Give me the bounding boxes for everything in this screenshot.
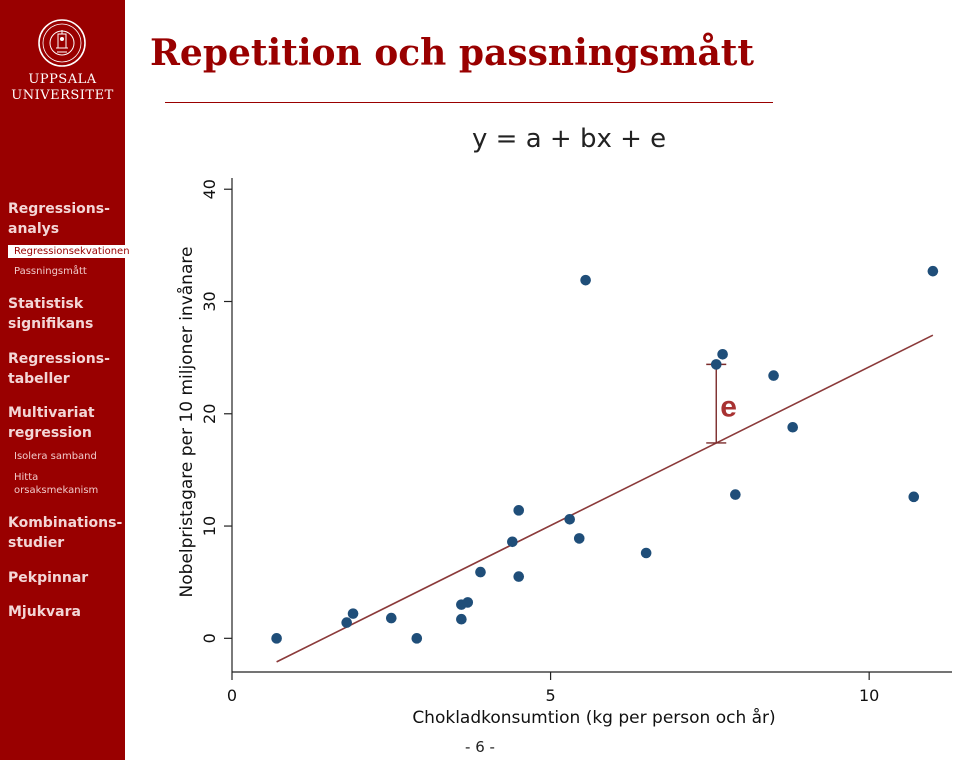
data-point bbox=[573, 533, 585, 544]
data-point bbox=[730, 489, 741, 500]
nav-regressionsekvationen[interactable]: Regressionsekvationen bbox=[8, 245, 130, 258]
data-point bbox=[271, 633, 282, 644]
nav-pekpinnar[interactable]: Pekpinnar bbox=[8, 568, 123, 588]
nav-mjukvara[interactable]: Mjukvara bbox=[8, 602, 123, 622]
nav-isolera-samband[interactable]: Isolera samband bbox=[14, 450, 124, 463]
nav-label: Multivariat regression bbox=[8, 405, 95, 441]
data-points bbox=[271, 265, 939, 644]
data-point bbox=[341, 617, 352, 628]
nav-regressionstabeller[interactable]: Regressions- tabeller bbox=[8, 349, 123, 389]
y-tick-label: 30 bbox=[200, 291, 219, 311]
x-tick-label: 5 bbox=[545, 686, 555, 705]
data-point bbox=[475, 566, 486, 578]
data-point bbox=[513, 571, 525, 582]
nav-label: Passningsmått bbox=[14, 266, 87, 277]
nav-statistisk-signifikans[interactable]: Statistisk signifikans bbox=[8, 294, 123, 334]
logo-line-1: UPPSALA bbox=[28, 72, 97, 87]
nav-passningsmatt[interactable]: Passningsmått bbox=[14, 265, 124, 278]
data-point bbox=[768, 370, 779, 381]
data-point bbox=[513, 505, 525, 516]
page-number: - 6 - bbox=[465, 738, 495, 756]
nav-label: Mjukvara bbox=[8, 604, 81, 620]
university-seal-icon bbox=[38, 19, 86, 67]
nav-label: Kombinations- studier bbox=[8, 515, 123, 551]
nav-kombinationsstudier[interactable]: Kombinations- studier bbox=[8, 513, 123, 553]
data-point bbox=[347, 608, 359, 619]
nav-label: Isolera samband bbox=[14, 451, 97, 462]
nav-hitta-orsaksmekanism[interactable]: Hitta orsaksmekanism bbox=[14, 471, 124, 497]
regression-equation: y = a + bx + e bbox=[472, 124, 667, 154]
y-tick-label: 20 bbox=[200, 404, 219, 424]
logo-line-2: UNIVERSITET bbox=[11, 88, 114, 103]
y-tick-label: 10 bbox=[200, 516, 219, 536]
y-tick-label: 0 bbox=[200, 633, 219, 643]
data-point bbox=[640, 547, 652, 559]
scatter-chart: 0 5 10 0 10 20 30 40 e Chokladkonsumtion (kg pe… bbox=[176, 178, 952, 728]
data-point bbox=[908, 491, 920, 503]
data-point bbox=[507, 536, 518, 548]
data-point bbox=[462, 597, 474, 608]
data-point bbox=[927, 265, 939, 277]
slide-title: Repetition och passningsmått bbox=[150, 32, 755, 74]
nav-label: Regressions- analys bbox=[8, 201, 110, 237]
x-tick-label: 10 bbox=[859, 686, 879, 705]
x-tick-label: 0 bbox=[227, 686, 237, 705]
data-point bbox=[787, 421, 799, 433]
data-point bbox=[710, 359, 722, 370]
nav-regressionsanalys[interactable]: Regressions- analys bbox=[8, 199, 123, 239]
data-point bbox=[580, 274, 591, 286]
chart-ticks: 0 5 10 0 10 20 30 40 bbox=[200, 179, 879, 705]
regression-line bbox=[276, 334, 934, 663]
data-point bbox=[564, 514, 575, 525]
nav-label: Hitta orsaksmekanism bbox=[14, 472, 99, 496]
nav-label: Regressionsekvationen bbox=[14, 246, 130, 257]
y-axis-label: Nobelpristagare per 10 miljoner invånare bbox=[176, 247, 197, 598]
residual-group: e bbox=[706, 363, 737, 444]
data-point bbox=[456, 613, 467, 625]
chart-axes bbox=[231, 178, 952, 673]
nav-multivariat-regression[interactable]: Multivariat regression bbox=[8, 403, 123, 443]
data-point bbox=[385, 612, 397, 624]
sidebar: UPPSALA UNIVERSITET Regressions- analys … bbox=[0, 0, 130, 760]
data-point bbox=[717, 348, 728, 360]
title-divider bbox=[165, 102, 773, 103]
nav-label: Regressions- tabeller bbox=[8, 351, 110, 387]
nav-label: Pekpinnar bbox=[8, 570, 89, 586]
regression-line-group bbox=[276, 334, 934, 663]
y-tick-label: 40 bbox=[200, 179, 219, 199]
x-axis-label: Chokladkonsumtion (kg per person och år) bbox=[412, 707, 775, 728]
residual-label: e bbox=[720, 391, 737, 424]
data-point bbox=[411, 633, 423, 644]
nav-label: Statistisk signifikans bbox=[8, 296, 94, 332]
